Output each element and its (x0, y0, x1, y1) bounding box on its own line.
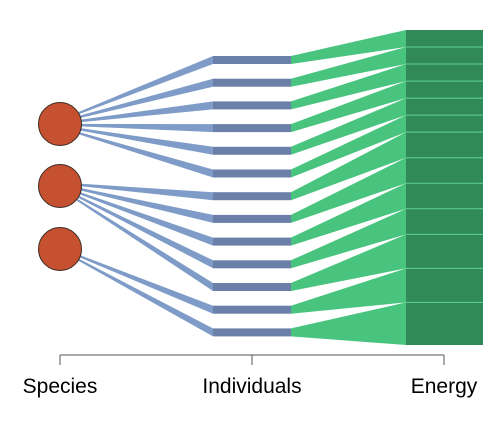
energy-block (406, 98, 483, 116)
species-to-individual-fan (60, 188, 213, 291)
energy-block (406, 81, 483, 99)
species-to-individual-fan (60, 186, 213, 269)
species-node (38, 227, 82, 271)
energy-block (406, 268, 483, 303)
species-to-individual-fan (60, 123, 213, 133)
individual-bar (213, 146, 291, 155)
energy-block (406, 47, 483, 65)
species-to-individual-fan (60, 126, 213, 178)
energy-block (406, 183, 483, 209)
individual-to-energy-fan (291, 234, 406, 291)
species-node (38, 102, 82, 146)
individual-bar (213, 305, 291, 314)
individual-to-energy-fan (291, 157, 406, 223)
energy-block (406, 157, 483, 184)
species-to-individual-fan (60, 182, 213, 201)
species-to-individual-fan (60, 185, 213, 246)
individual-bar (213, 283, 291, 291)
species-nodes (38, 102, 82, 271)
species-to-individuals-fans (60, 56, 213, 337)
individuals-to-energy-fans (291, 30, 406, 345)
individual-to-energy-fan (291, 208, 406, 269)
species-to-individual-fan (60, 248, 213, 337)
species-to-individual-fan (60, 101, 213, 125)
energy-block (406, 64, 483, 82)
energy-block (406, 132, 483, 158)
axis-label-individuals: Individuals (202, 375, 301, 398)
energy-blocks (406, 30, 483, 345)
individual-to-energy-fan (291, 132, 406, 201)
species-to-individual-fan (60, 78, 213, 123)
species-to-individual-fan (60, 56, 213, 122)
individual-to-energy-fan (291, 30, 406, 64)
individual-bar (213, 56, 291, 64)
axis-label-species: Species (23, 375, 98, 398)
species-to-individual-fan (60, 183, 213, 223)
energy-block (406, 234, 483, 269)
species-to-individual-fan (60, 125, 213, 155)
individual-to-energy-fan (291, 268, 406, 314)
individual-bar (213, 169, 291, 178)
individual-to-energy-fan (291, 115, 406, 178)
species-node (38, 164, 82, 208)
individual-to-energy-fan (291, 81, 406, 133)
individual-bar (213, 192, 291, 201)
energy-block (406, 30, 483, 48)
individual-bar (213, 78, 291, 87)
individual-to-energy-fan (291, 64, 406, 110)
energy-block (406, 208, 483, 235)
individual-bars (213, 56, 291, 337)
individual-to-energy-fan (291, 302, 406, 345)
axis: Species Individuals Energy (23, 354, 478, 398)
individual-to-energy-fan (291, 47, 406, 87)
individual-bar (213, 237, 291, 246)
energy-block (406, 302, 483, 345)
energy-block (406, 115, 483, 133)
individual-to-energy-fan (291, 98, 406, 155)
individual-bar (213, 260, 291, 269)
individual-bar (213, 124, 291, 133)
individual-to-energy-fan (291, 183, 406, 246)
individual-bar (213, 101, 291, 110)
individual-bar (213, 214, 291, 223)
individual-bar (213, 328, 291, 337)
species-to-individual-fan (60, 247, 213, 314)
axis-label-energy: Energy (411, 375, 478, 398)
